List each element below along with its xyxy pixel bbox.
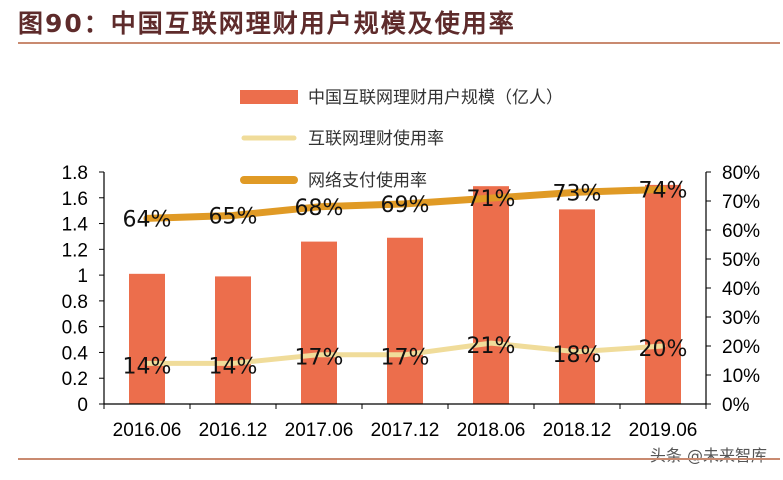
x-tick-label: 2019.06 (629, 420, 698, 441)
left-tick-label: 1.4 (62, 215, 89, 236)
bar (129, 273, 165, 404)
payment-rate-line (143, 185, 667, 222)
x-tick-label: 2016.12 (199, 420, 268, 441)
data-label: 71% (467, 187, 516, 212)
bar (559, 209, 595, 404)
right-tick-label: 30% (722, 308, 760, 329)
bar (301, 241, 337, 404)
bar (645, 184, 681, 404)
data-label: 17% (295, 346, 344, 371)
title-divider (18, 42, 780, 44)
data-label: 21% (467, 334, 516, 359)
left-tick-label: 1.6 (62, 189, 88, 210)
legend-label: 网络支付使用率 (308, 170, 427, 191)
legend-swatch-bar (240, 90, 298, 104)
x-tick-label: 2017.06 (285, 420, 354, 441)
data-label: 73% (553, 181, 602, 206)
x-tick-label: 2016.06 (113, 420, 182, 441)
legend-label: 中国互联网理财用户规模（亿人） (308, 88, 563, 108)
right-tick-label: 50% (722, 250, 760, 271)
right-tick-label: 40% (722, 279, 760, 300)
wealth-rate-line (144, 340, 666, 366)
right-tick-label: 10% (722, 366, 760, 387)
left-tick-label: 0 (77, 395, 88, 416)
bar (473, 186, 509, 404)
data-label: 68% (295, 196, 344, 221)
left-tick-label: 0.6 (62, 318, 88, 339)
left-tick-label: 0.2 (62, 369, 88, 390)
right-tick-label: 80% (722, 163, 760, 184)
right-tick-label: 60% (722, 221, 760, 242)
left-tick-label: 0.4 (62, 343, 89, 364)
x-tick-label: 2018.12 (543, 420, 612, 441)
left-tick-label: 1.2 (62, 240, 88, 261)
data-label: 65% (209, 205, 258, 230)
left-tick-label: 1.8 (62, 163, 88, 184)
x-tick-label: 2018.06 (457, 420, 526, 441)
bottom-divider (18, 458, 780, 460)
data-label: 64% (123, 207, 172, 232)
data-label: 20% (639, 337, 688, 362)
legend-label: 互联网理财使用率 (308, 128, 444, 149)
data-label: 18% (553, 343, 602, 368)
right-tick-label: 70% (722, 192, 760, 213)
watermark: 头条 @未来智库 (649, 446, 767, 465)
right-tick-label: 0% (722, 395, 750, 416)
data-label: 74% (639, 178, 688, 203)
figure-title: 图90：中国互联网理财用户规模及使用率 (18, 9, 516, 38)
bar (387, 237, 423, 404)
bar (215, 276, 251, 404)
data-label: 14% (123, 354, 172, 379)
right-tick-label: 20% (722, 337, 760, 358)
data-label: 17% (381, 346, 430, 371)
data-label: 14% (209, 354, 258, 379)
left-tick-label: 1 (77, 266, 88, 287)
left-tick-label: 0.8 (62, 292, 88, 313)
data-label: 69% (381, 193, 430, 218)
x-tick-label: 2017.12 (371, 420, 440, 441)
